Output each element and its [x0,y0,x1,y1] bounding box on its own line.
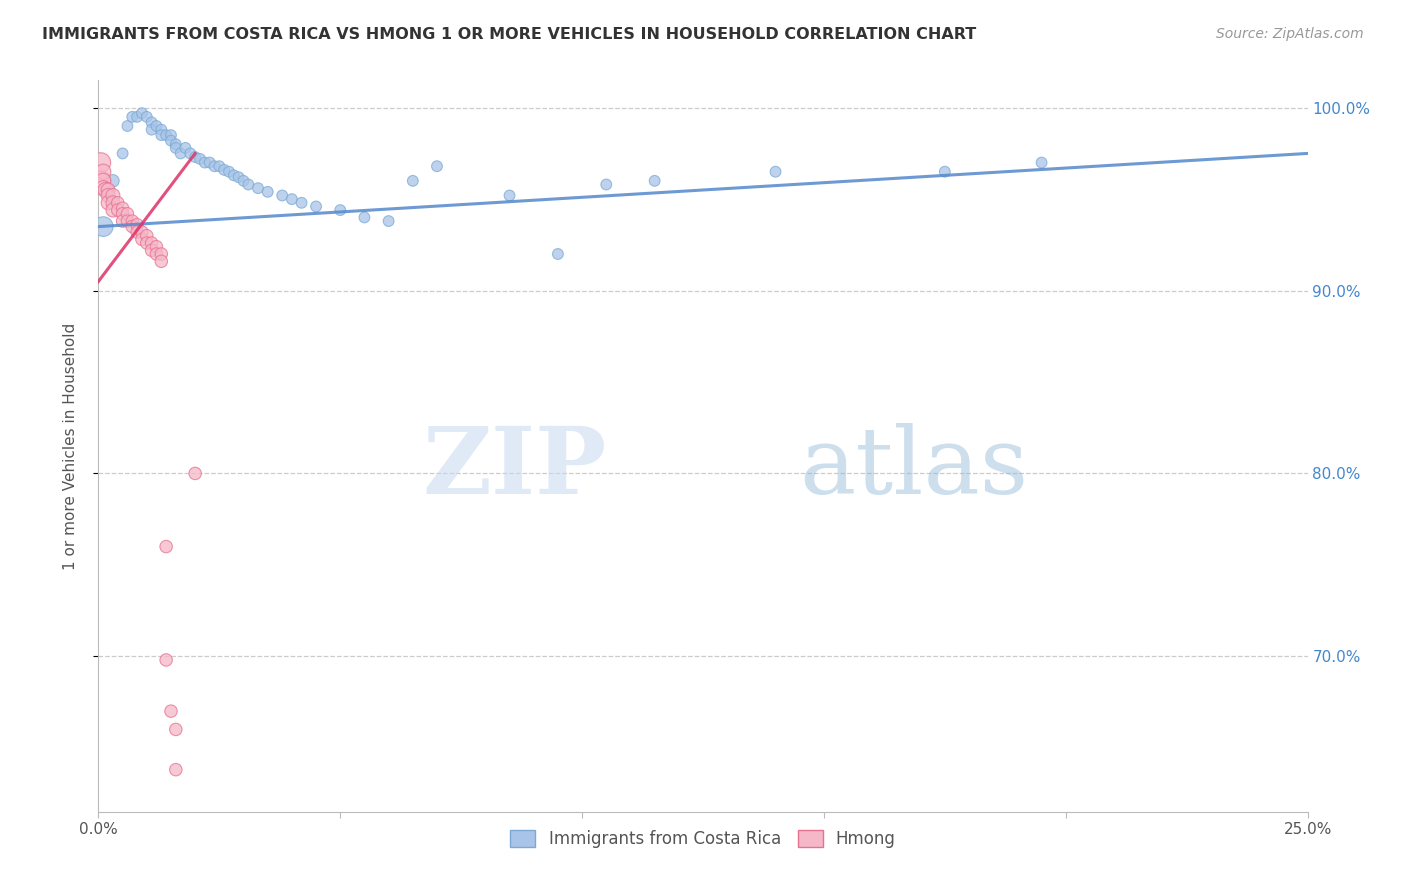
Point [155,653,177,667]
Point [131,225,153,239]
Point [131,232,153,246]
Point [121,219,143,234]
Point [145,247,167,261]
Y-axis label: 1 or more Vehicles in Household: 1 or more Vehicles in Household [63,322,77,570]
Point [204,159,226,173]
Point [91,219,114,234]
Point [101,188,124,202]
Point [198,155,221,169]
Point [91,174,114,188]
Point [141,122,163,136]
Point [426,159,449,173]
Point [131,106,153,120]
Point [111,207,134,221]
Point [90,174,112,188]
Point [212,162,235,177]
Point [165,141,187,155]
Point [117,214,139,228]
Text: ZIP: ZIP [422,423,606,513]
Point [1031,155,1053,169]
Point [184,150,207,164]
Point [165,763,187,777]
Point [101,174,124,188]
Point [150,254,173,268]
Point [107,203,129,218]
Point [97,188,120,202]
Point [498,188,520,202]
Point [179,146,201,161]
Point [218,164,240,178]
Point [160,134,183,148]
Point [91,164,114,178]
Point [141,115,163,129]
Point [165,723,187,737]
Point [290,195,312,210]
Point [329,203,352,218]
Point [111,202,134,216]
Point [402,174,425,188]
Point [97,183,120,197]
Point [121,110,143,124]
Point [101,203,124,218]
Point [160,128,183,143]
Point [117,207,139,221]
Point [228,170,250,185]
Point [174,141,197,155]
Point [150,247,173,261]
Legend: Immigrants from Costa Rica, Hmong: Immigrants from Costa Rica, Hmong [503,823,903,855]
Point [169,146,191,161]
Point [595,178,617,192]
Point [165,137,187,152]
Point [305,199,328,213]
Point [256,185,278,199]
Point [765,164,787,178]
Point [145,240,167,254]
Text: atlas: atlas [800,423,1029,513]
Point [135,235,157,250]
Point [117,119,139,133]
Point [101,195,124,210]
Point [111,146,134,161]
Point [91,181,114,195]
Point [353,211,375,225]
Point [188,152,211,166]
Point [145,119,167,133]
Point [127,225,149,239]
Point [155,540,177,554]
Point [150,128,173,143]
Point [127,218,149,232]
Point [281,192,304,206]
Point [107,195,129,210]
Point [238,178,260,192]
Point [194,155,217,169]
Text: Source: ZipAtlas.com: Source: ZipAtlas.com [1216,27,1364,41]
Point [135,110,157,124]
Point [127,110,149,124]
Point [184,467,207,481]
Point [121,214,143,228]
Point [547,247,569,261]
Point [141,244,163,258]
Point [644,174,666,188]
Point [94,183,117,197]
Point [934,164,956,178]
Point [247,181,270,195]
Point [208,159,231,173]
Point [222,169,245,183]
Point [155,128,177,143]
Point [97,195,120,210]
Point [377,214,399,228]
Point [111,214,134,228]
Point [160,704,183,718]
Point [141,235,163,250]
Point [232,174,254,188]
Point [271,188,294,202]
Point [135,228,157,243]
Point [150,122,173,136]
Point [90,155,112,169]
Text: IMMIGRANTS FROM COSTA RICA VS HMONG 1 OR MORE VEHICLES IN HOUSEHOLD CORRELATION : IMMIGRANTS FROM COSTA RICA VS HMONG 1 OR… [42,27,976,42]
